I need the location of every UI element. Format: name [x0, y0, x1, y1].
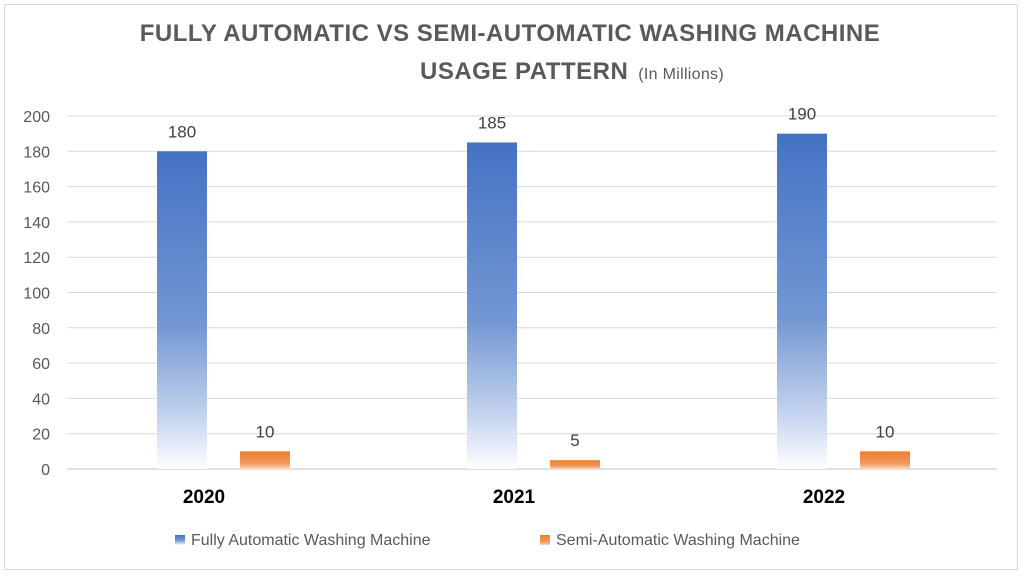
legend-swatch-semi-automatic	[540, 535, 550, 545]
gridlines	[67, 115, 997, 470]
x-tick-label: 2020	[183, 487, 225, 508]
bar-fully-automatic-2021	[467, 142, 517, 469]
data-label: 190	[788, 105, 816, 124]
y-tick-label: 100	[23, 286, 50, 303]
legend-label-fully-automatic: Fully Automatic Washing Machine	[191, 532, 431, 549]
legend-label-semi-automatic: Semi-Automatic Washing Machine	[556, 532, 800, 549]
x-tick-label: 2022	[803, 487, 845, 508]
y-axis-ticks: 0 20 40 60 80 100 120 140 160 180 200	[23, 109, 50, 479]
y-tick-label: 200	[23, 109, 50, 126]
data-label: 10	[876, 422, 895, 441]
data-label: 5	[570, 431, 579, 450]
y-tick-label: 20	[32, 427, 50, 444]
chart-title: FULLY AUTOMATIC VS SEMI-AUTOMATIC WASHIN…	[139, 20, 881, 47]
data-label: 185	[478, 113, 506, 132]
y-tick-label: 40	[32, 391, 50, 408]
bar-fully-automatic-2020	[157, 151, 207, 470]
bar-semi-automatic-2020	[240, 451, 290, 469]
chart-title-line2: USAGE PATTERN (In Millions)	[60, 58, 1024, 86]
y-tick-label: 80	[32, 321, 50, 338]
y-tick-label: 60	[32, 356, 50, 373]
bars	[157, 133, 910, 470]
chart-subtitle: (In Millions)	[638, 66, 724, 83]
data-label: 10	[256, 422, 275, 441]
y-tick-label: 180	[23, 144, 50, 161]
y-tick-label: 0	[41, 462, 50, 479]
x-tick-label: 2021	[493, 487, 536, 508]
y-tick-label: 160	[23, 180, 50, 197]
y-tick-label: 120	[23, 250, 50, 267]
legend-swatch-fully-automatic	[175, 535, 185, 545]
bar-semi-automatic-2022	[860, 451, 910, 469]
bar-semi-automatic-2021	[550, 460, 600, 469]
y-tick-label: 140	[23, 215, 50, 232]
chart-title-line2-text: USAGE PATTERN	[420, 58, 629, 85]
data-labels: 180 10 185 5 190 10	[168, 105, 895, 451]
legend: Fully Automatic Washing Machine Semi-Auto…	[175, 532, 800, 549]
bar-fully-automatic-2022	[777, 133, 827, 469]
x-axis-ticks: 2020 2021 2022	[183, 487, 845, 508]
data-label: 180	[168, 122, 196, 141]
